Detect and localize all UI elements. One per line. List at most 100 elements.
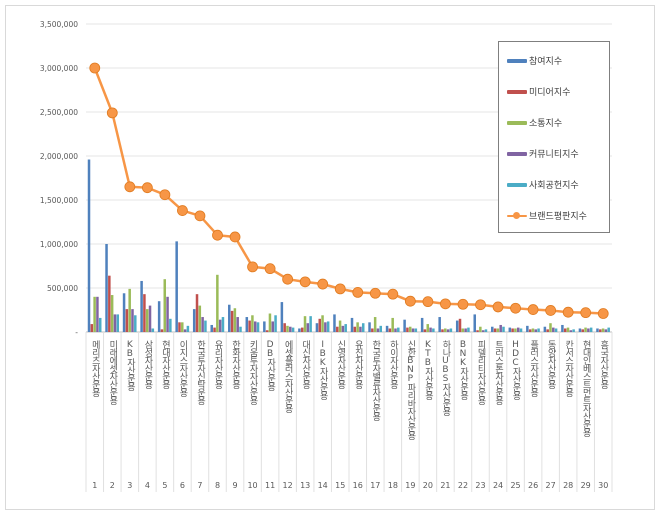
- bar-커뮤니티지수: [376, 328, 380, 332]
- x-rank-label: 28: [563, 481, 573, 490]
- bar-사회공헌지수: [589, 327, 593, 332]
- bar-소통지수: [444, 328, 447, 332]
- bar-미디어지수: [195, 294, 199, 332]
- x-rank-label: 29: [581, 481, 591, 490]
- bar-미디어지수: [493, 328, 497, 332]
- bar-미디어지수: [318, 318, 321, 332]
- x-category-label: DB자산운용: [265, 340, 275, 391]
- bar-사회공헌지수: [204, 320, 207, 332]
- brand-index-point: [264, 263, 276, 275]
- bar-사회공헌지수: [256, 322, 260, 332]
- legend-swatch: [507, 182, 527, 187]
- bar-커뮤니티지수: [569, 330, 573, 332]
- x-category-label: KB자산운용: [125, 340, 135, 391]
- bar-참여지수: [526, 325, 529, 332]
- bar-커뮤니티지수: [411, 328, 415, 332]
- bar-커뮤니티지수: [604, 329, 608, 332]
- bar-소통지수: [426, 324, 430, 332]
- bar-미디어지수: [108, 275, 111, 332]
- bar-커뮤니티지수: [148, 305, 152, 332]
- bar-미디어지수: [230, 310, 234, 332]
- bar-사회공헌지수: [484, 329, 488, 332]
- bar-소통지수: [145, 309, 149, 332]
- y-tick-label: 3,000,000: [40, 64, 78, 73]
- x-category-label: 피델리티자산운용: [476, 340, 486, 405]
- x-rank-label: 11: [265, 481, 275, 490]
- bar-소통지수: [93, 296, 96, 332]
- x-category-label: 한국투자밸류자산운용: [370, 340, 380, 421]
- bar-소통지수: [286, 325, 289, 332]
- x-rank-label: 23: [475, 481, 485, 490]
- bar-참여지수: [368, 322, 371, 332]
- bar-참여지수: [420, 317, 424, 332]
- bar-참여지수: [596, 328, 599, 332]
- bar-소통지수: [391, 317, 394, 332]
- brand-index-point: [159, 189, 171, 201]
- bar-미디어지수: [511, 328, 514, 332]
- bar-소통지수: [479, 326, 482, 332]
- bar-미디어지수: [265, 330, 269, 332]
- bar-소통지수: [338, 320, 342, 332]
- y-tick-label: 2,500,000: [40, 108, 78, 117]
- legend-label: 사회공헌지수: [529, 181, 579, 191]
- bar-소통지수: [496, 328, 500, 332]
- x-category-label: 대신자산운용: [300, 340, 310, 389]
- bar-참여지수: [491, 326, 494, 332]
- bar-사회공헌지수: [221, 317, 225, 332]
- x-category-label: 미래에셋자산운용: [107, 340, 117, 405]
- legend-swatch: [507, 120, 527, 125]
- bar-커뮤니티지수: [96, 296, 99, 332]
- x-rank-label: 4: [145, 481, 150, 490]
- bar-미디어지수: [406, 327, 409, 332]
- bar-커뮤니티지수: [218, 319, 222, 332]
- x-category-label: 유리자산운용: [213, 340, 223, 389]
- bar-소통지수: [514, 328, 517, 332]
- x-rank-label: 16: [353, 481, 363, 490]
- bar-사회공헌지수: [98, 317, 102, 332]
- x-rank-label: 19: [405, 481, 415, 490]
- brand-index-point: [352, 286, 364, 298]
- x-category-label: 현대자산운용: [160, 340, 170, 389]
- x-category-label: 현대인베스트먼트자산운용: [581, 340, 591, 437]
- legend-swatch: [507, 211, 527, 219]
- brand-index-point: [299, 276, 311, 288]
- x-rank-label: 18: [388, 481, 398, 490]
- x-rank-label: 20: [423, 481, 433, 490]
- brand-index-point: [422, 296, 434, 308]
- bar-사회공헌지수: [467, 327, 470, 332]
- bar-사회공헌지수: [151, 328, 155, 332]
- y-tick-label: 3,500,000: [40, 20, 78, 29]
- bar-사회공헌지수: [116, 314, 120, 332]
- brand-index-point: [457, 298, 469, 310]
- bar-소통지수: [268, 313, 272, 332]
- bar-소통지수: [584, 327, 587, 332]
- brand-index-point: [141, 182, 153, 194]
- brand-index-point: [229, 231, 241, 243]
- brand-index-point: [369, 287, 381, 299]
- bar-사회공헌지수: [169, 318, 172, 332]
- brand-index-point: [597, 308, 609, 319]
- bar-소통지수: [566, 327, 570, 332]
- legend-swatch: [507, 58, 527, 63]
- x-category-label: 칸서스자산운용: [563, 340, 573, 397]
- x-rank-label: 5: [162, 481, 167, 490]
- bar-사회공헌지수: [326, 321, 330, 332]
- bar-사회공헌지수: [274, 315, 277, 332]
- brand-index-point: [387, 288, 399, 300]
- x-rank-label: 10: [247, 481, 257, 490]
- x-rank-label: 24: [493, 481, 503, 490]
- chart-frame: [5, 5, 655, 510]
- x-category-label: 유진자산운용: [353, 340, 363, 389]
- bar-사회공헌지수: [572, 329, 575, 332]
- legend-item: 미디어지수: [507, 85, 570, 98]
- brand-index-point: [89, 62, 101, 74]
- bar-참여지수: [473, 314, 476, 332]
- bar-커뮤니티지수: [271, 321, 275, 332]
- bar-커뮤니티지수: [201, 317, 204, 332]
- x-rank-label: 25: [510, 481, 520, 490]
- bar-커뮤니티지수: [183, 329, 187, 332]
- bar-미디어지수: [160, 329, 164, 332]
- legend-item: 사회공헌지수: [507, 178, 579, 191]
- x-rank-label: 2: [110, 481, 115, 490]
